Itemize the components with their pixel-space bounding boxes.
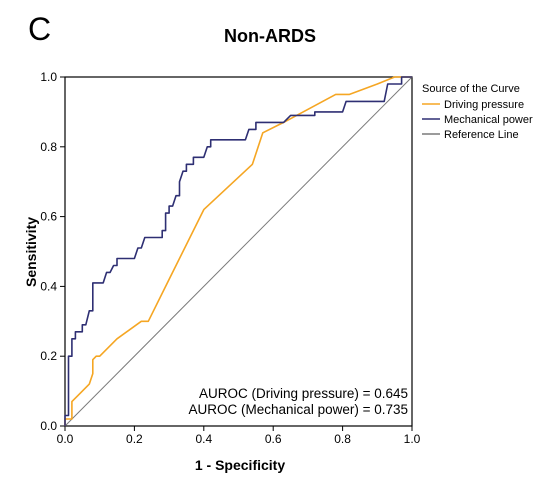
- x-tick-label: 0.2: [126, 432, 143, 446]
- y-tick-label: 0.2: [40, 349, 57, 363]
- y-tick-label: 0.0: [40, 419, 57, 433]
- y-tick-label: 0.6: [40, 210, 57, 224]
- series-line-reference-line: [64, 76, 413, 427]
- x-tick-label: 0.6: [265, 432, 282, 446]
- series-line-mechanical-power: [64, 76, 412, 426]
- series-line-driving-pressure: [64, 76, 412, 426]
- legend: Source of the Curve Driving pressure Mech…: [422, 83, 533, 141]
- legend-entry-mechanical-power: Mechanical power: [444, 114, 533, 126]
- y-axis-label: Sensitivity: [23, 217, 39, 287]
- annotation-auroc-mechanical: AUROC (Mechanical power) = 0.735: [189, 402, 408, 417]
- axis-ticks: 0.0 0.2 0.4 0.6 0.8 1.0 0.0 0.2 0.4 0.6 0.8 1.0: [40, 70, 420, 446]
- annotation-auroc-driving: AUROC (Driving pressure) = 0.645: [199, 386, 408, 401]
- y-tick-label: 0.4: [40, 279, 57, 293]
- x-axis-label: 1 - Specificity: [195, 457, 285, 473]
- legend-entry-reference-line: Reference Line: [444, 129, 519, 141]
- chart-title: Non-ARDS: [224, 26, 316, 46]
- x-tick-label: 0.8: [334, 432, 351, 446]
- x-tick-label: 1.0: [404, 432, 421, 446]
- x-tick-label: 0.0: [57, 432, 74, 446]
- x-tick-label: 0.4: [195, 432, 212, 446]
- legend-entry-driving-pressure: Driving pressure: [444, 99, 524, 111]
- legend-title: Source of the Curve: [422, 83, 520, 95]
- series-lines: [64, 76, 413, 427]
- y-tick-label: 1.0: [40, 70, 57, 84]
- y-tick-label: 0.8: [40, 140, 57, 154]
- panel-label: C: [28, 11, 51, 47]
- plot-frame: [64, 76, 413, 427]
